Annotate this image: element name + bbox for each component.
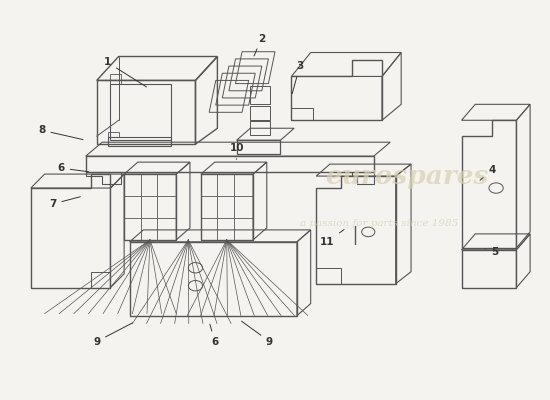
Text: 7: 7 bbox=[49, 197, 80, 209]
Text: 6: 6 bbox=[210, 324, 218, 346]
Text: 8: 8 bbox=[38, 125, 83, 140]
Text: 10: 10 bbox=[229, 143, 244, 159]
Text: 9: 9 bbox=[241, 321, 273, 346]
Text: 4: 4 bbox=[480, 165, 496, 180]
Text: eurospares: eurospares bbox=[325, 164, 488, 188]
Text: 2: 2 bbox=[254, 34, 265, 56]
Text: 1: 1 bbox=[104, 58, 146, 87]
Text: 6: 6 bbox=[57, 163, 89, 173]
Text: a passion for parts since 1985: a passion for parts since 1985 bbox=[300, 220, 458, 228]
Text: 11: 11 bbox=[320, 230, 344, 247]
Text: 9: 9 bbox=[93, 323, 133, 346]
Text: 3: 3 bbox=[292, 62, 303, 94]
Text: 5: 5 bbox=[485, 247, 498, 257]
